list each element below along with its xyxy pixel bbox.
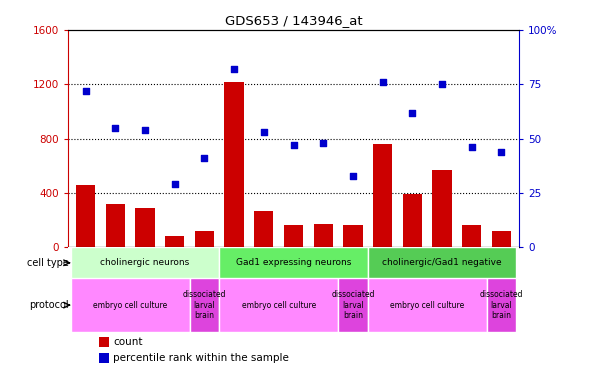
Point bbox=[81, 88, 90, 94]
Point bbox=[497, 148, 506, 154]
Bar bbox=[462, 225, 481, 247]
Point bbox=[230, 66, 239, 72]
Title: GDS653 / 143946_at: GDS653 / 143946_at bbox=[225, 15, 362, 27]
Bar bbox=[219, 278, 338, 332]
Text: percentile rank within the sample: percentile rank within the sample bbox=[113, 353, 289, 363]
Bar bbox=[135, 208, 155, 247]
Bar bbox=[432, 170, 452, 247]
Bar bbox=[224, 82, 244, 247]
Text: cholinergic/Gad1 negative: cholinergic/Gad1 negative bbox=[382, 258, 502, 267]
Text: dissociated
larval
brain: dissociated larval brain bbox=[331, 290, 375, 320]
Point bbox=[170, 181, 179, 187]
Text: protocol: protocol bbox=[29, 300, 68, 310]
Point bbox=[437, 81, 447, 87]
Bar bbox=[487, 278, 516, 332]
Text: embryo cell culture: embryo cell culture bbox=[93, 301, 168, 310]
Text: Gad1 expressing neurons: Gad1 expressing neurons bbox=[236, 258, 351, 267]
Bar bbox=[71, 247, 219, 278]
Bar bbox=[165, 236, 185, 247]
Bar bbox=[368, 247, 516, 278]
Point bbox=[111, 125, 120, 131]
Bar bbox=[343, 225, 363, 247]
Text: dissociated
larval
brain: dissociated larval brain bbox=[183, 290, 226, 320]
Bar bbox=[71, 278, 189, 332]
Bar bbox=[189, 278, 219, 332]
Bar bbox=[402, 194, 422, 247]
Point bbox=[348, 172, 358, 178]
Point bbox=[467, 144, 476, 150]
Text: count: count bbox=[113, 337, 143, 347]
Bar bbox=[284, 225, 303, 247]
Point bbox=[140, 127, 150, 133]
Bar bbox=[368, 278, 487, 332]
Bar bbox=[106, 204, 125, 247]
Text: embryo cell culture: embryo cell culture bbox=[390, 301, 464, 310]
Bar bbox=[338, 278, 368, 332]
Bar bbox=[254, 210, 274, 247]
Text: embryo cell culture: embryo cell culture bbox=[241, 301, 316, 310]
Bar bbox=[76, 185, 96, 247]
Text: cell type: cell type bbox=[27, 258, 68, 268]
Bar bbox=[219, 247, 368, 278]
Point bbox=[200, 155, 209, 161]
Text: dissociated
larval
brain: dissociated larval brain bbox=[480, 290, 523, 320]
Text: cholinergic neurons: cholinergic neurons bbox=[100, 258, 189, 267]
Point bbox=[289, 142, 299, 148]
Point bbox=[319, 140, 328, 146]
Point bbox=[408, 110, 417, 116]
Bar bbox=[373, 144, 392, 247]
Bar bbox=[195, 231, 214, 247]
Bar bbox=[100, 337, 109, 347]
Bar bbox=[313, 224, 333, 247]
Point bbox=[378, 79, 387, 85]
Bar bbox=[491, 231, 511, 247]
Point bbox=[259, 129, 268, 135]
Bar bbox=[100, 353, 109, 363]
